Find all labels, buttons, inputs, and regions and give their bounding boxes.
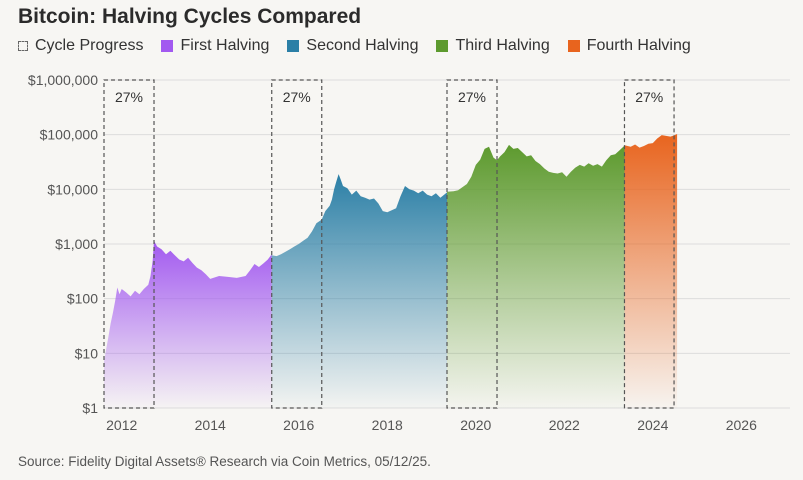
legend-item-fourth-halving: Fourth Halving <box>567 37 691 55</box>
cycle-progress-label: 27% <box>458 89 486 105</box>
area-series-fourth-halving <box>624 134 678 408</box>
x-tick-label: 2016 <box>283 417 314 433</box>
x-tick-label: 2018 <box>372 417 403 433</box>
legend-label: First Halving <box>180 37 270 54</box>
color-swatch-icon <box>161 40 174 52</box>
legend-label: Second Halving <box>306 37 419 54</box>
x-tick-label: 2020 <box>460 417 491 433</box>
legend-label: Third Halving <box>455 37 550 54</box>
dashed-box-icon <box>18 41 28 51</box>
y-tick-label: $10 <box>75 345 99 361</box>
cycle-progress-label: 27% <box>635 89 663 105</box>
x-tick-label: 2024 <box>637 417 668 433</box>
legend-item-cycle-progress: Cycle Progress <box>18 37 143 55</box>
legend-item-second-halving: Second Halving <box>287 37 418 55</box>
color-swatch-icon <box>567 40 580 52</box>
legend-label: Fourth Halving <box>586 37 691 54</box>
cycle-progress-label: 27% <box>283 89 311 105</box>
x-tick-label: 2012 <box>106 417 137 433</box>
x-tick-label: 2014 <box>195 417 226 433</box>
color-swatch-icon <box>436 40 449 52</box>
y-tick-label: $1,000 <box>55 236 98 252</box>
source-note: Source: Fidelity Digital Assets® Researc… <box>18 454 431 469</box>
x-tick-label: 2026 <box>726 417 757 433</box>
area-series-second-halving <box>271 174 447 408</box>
legend: Cycle Progress First Halving Second Halv… <box>18 37 691 55</box>
area-series-first-halving <box>104 240 272 408</box>
x-tick-label: 2022 <box>549 417 580 433</box>
y-tick-label: $1 <box>82 400 98 416</box>
legend-item-first-halving: First Halving <box>161 37 269 55</box>
cycle-progress-box <box>623 79 675 409</box>
chart-title: Bitcoin: Halving Cycles Compared <box>18 5 362 28</box>
cycle-progress-label: 27% <box>115 89 143 105</box>
legend-label: Cycle Progress <box>35 37 144 54</box>
y-tick-label: $100,000 <box>40 127 99 143</box>
color-swatch-icon <box>287 40 300 52</box>
area-series-third-halving <box>447 144 625 408</box>
legend-item-third-halving: Third Halving <box>436 37 550 55</box>
y-tick-label: $1,000,000 <box>28 72 98 88</box>
y-tick-label: $10,000 <box>47 181 98 197</box>
y-tick-label: $100 <box>67 291 98 307</box>
